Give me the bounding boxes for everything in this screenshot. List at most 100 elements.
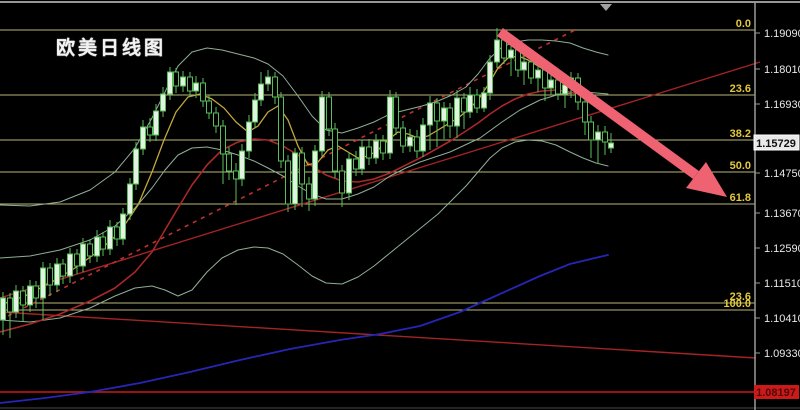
- candle-body: [467, 94, 473, 113]
- axis-price-label: 1.11510: [764, 278, 800, 290]
- candle-body: [400, 127, 406, 147]
- candle-body: [555, 79, 561, 95]
- candle-body: [193, 82, 199, 92]
- candle-body: [481, 92, 487, 109]
- ma-slow-red-line: [0, 89, 609, 333]
- axis-price-label: 1.09330: [764, 348, 800, 360]
- candle-body: [359, 146, 365, 170]
- candle-body: [153, 110, 159, 136]
- candle-body: [0, 297, 6, 321]
- chart-title: 欧美日线图: [56, 38, 167, 59]
- candle-body: [54, 263, 60, 286]
- candle-body: [27, 285, 33, 306]
- candle-body: [461, 97, 467, 113]
- candle-body: [387, 96, 393, 154]
- candle-body: [40, 267, 46, 299]
- candle-body: [87, 243, 93, 257]
- current-price-tag: [753, 134, 800, 151]
- candle-body: [441, 107, 447, 122]
- candle-body: [528, 61, 534, 79]
- alert-price-value: 1.08197: [756, 387, 796, 399]
- candle-body: [239, 150, 245, 180]
- candle-body: [140, 126, 146, 150]
- candle-body: [226, 153, 232, 172]
- candle-body: [542, 69, 548, 89]
- candle-body: [582, 101, 588, 123]
- axis-price-label: 1.13670: [764, 208, 800, 220]
- candle-body: [285, 160, 291, 205]
- fib-label: 50.0: [730, 160, 751, 172]
- current-bar-marker-icon: [600, 4, 612, 11]
- candle-body: [548, 79, 554, 89]
- candle-body: [608, 142, 614, 149]
- candle-body: [312, 150, 318, 200]
- candle-body: [414, 136, 420, 152]
- candle-body: [326, 96, 332, 130]
- candle-body: [220, 125, 226, 155]
- candle-body: [200, 82, 206, 102]
- candle-body: [434, 102, 440, 122]
- candle-body: [80, 243, 86, 267]
- candle-body: [133, 148, 139, 185]
- fib-label: 100.0: [723, 298, 751, 310]
- candle-body: [407, 136, 413, 147]
- candle-body: [167, 71, 173, 95]
- down-arrow-head[interactable]: [686, 162, 727, 197]
- candle-body: [33, 285, 39, 299]
- candle-body: [353, 158, 359, 170]
- current-price-value: 1.15729: [756, 138, 796, 150]
- candle-body: [454, 97, 460, 127]
- candle-body: [501, 39, 507, 59]
- candle-body: [299, 152, 305, 185]
- candle-body: [213, 112, 219, 127]
- axis-price-label: 1.10410: [764, 313, 800, 325]
- ma-long-blue-line: [0, 254, 609, 404]
- candle-body: [160, 93, 166, 112]
- candle-body: [265, 76, 271, 85]
- ma-fast-yellow-line: [0, 55, 609, 306]
- candle-body: [173, 71, 179, 87]
- down-arrow-shaft[interactable]: [497, 27, 699, 180]
- candle-body: [380, 140, 386, 154]
- candle-body: [120, 213, 126, 240]
- candle-body: [393, 96, 399, 129]
- candle-body: [47, 267, 53, 286]
- candle-body: [474, 94, 480, 109]
- alert-price-tag: [754, 385, 799, 399]
- candle-body: [319, 96, 325, 152]
- candle-body: [339, 170, 345, 194]
- candle-body: [515, 49, 521, 71]
- candle-body: [487, 61, 493, 94]
- candle-body: [180, 76, 186, 87]
- candle-body: [107, 226, 113, 250]
- ascending-trendline[interactable]: [0, 61, 761, 299]
- candle-body: [494, 39, 500, 63]
- axis-price-label: 1.16930: [764, 99, 800, 111]
- axis-price-label: 1.14750: [764, 168, 800, 180]
- candle-body: [206, 100, 212, 114]
- candle-body: [67, 253, 73, 277]
- candle-body: [346, 158, 352, 194]
- candle-body: [278, 96, 284, 162]
- candle-body: [292, 152, 298, 205]
- axis-price-label: 1.18010: [764, 64, 800, 76]
- axis-price-label: 1.12590: [764, 243, 800, 255]
- candle-body: [373, 140, 379, 159]
- axis-price-label: 1.19090: [764, 28, 800, 40]
- candle-body: [447, 107, 453, 127]
- candle-body: [20, 290, 26, 306]
- fib-label: 0.0: [736, 18, 751, 30]
- candle-body: [114, 226, 120, 240]
- candle-body: [272, 76, 278, 98]
- candle-body: [508, 49, 514, 59]
- fib-label: 61.8: [730, 192, 751, 204]
- candle-body: [7, 297, 13, 313]
- candle-body: [420, 124, 426, 152]
- candle-body: [252, 99, 258, 123]
- candle-body: [521, 61, 527, 71]
- candle-body: [127, 183, 133, 215]
- fib-label: 23.6: [730, 83, 751, 95]
- candle-body: [535, 69, 541, 79]
